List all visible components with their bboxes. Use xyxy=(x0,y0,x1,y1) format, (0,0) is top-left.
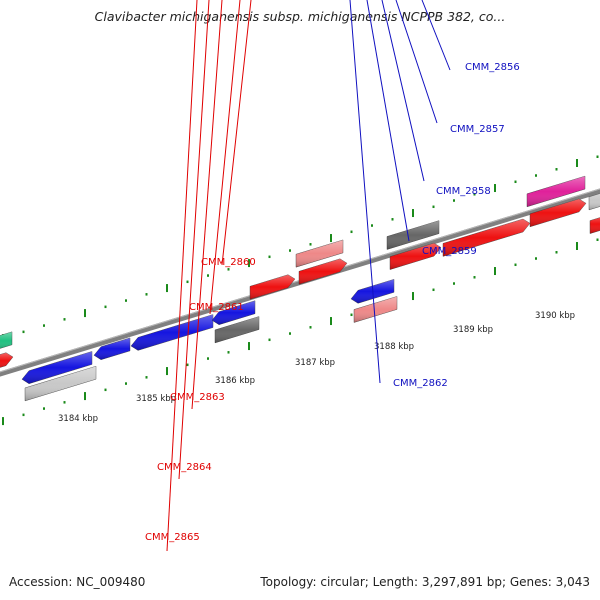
gene-label-cmm-2857[interactable]: CMM_2857 xyxy=(450,124,505,135)
gene-feature[interactable] xyxy=(0,331,13,350)
leader-line xyxy=(349,0,381,384)
scale-label: 3184 kbp xyxy=(58,414,98,424)
gene-shading xyxy=(590,217,600,234)
gene-shading xyxy=(390,243,441,270)
gene-shading xyxy=(354,296,397,323)
gene-label-cmm-2862[interactable]: CMM_2862 xyxy=(393,378,448,389)
leader-line xyxy=(178,0,210,480)
gene-shading xyxy=(250,274,295,300)
leader-line xyxy=(209,0,241,315)
gene-shading xyxy=(25,366,96,401)
gene-label-cmm-2858[interactable]: CMM_2858 xyxy=(436,186,491,197)
gene-shading xyxy=(212,300,255,325)
leader-line xyxy=(166,0,198,552)
leader-line xyxy=(395,0,438,124)
leader-line xyxy=(221,0,252,266)
gene-shading xyxy=(131,314,213,351)
gene-features[interactable] xyxy=(0,175,600,402)
gene-cmm-2856[interactable] xyxy=(21,351,93,384)
gene-cmm-2865[interactable] xyxy=(529,198,587,228)
gene-cmm-2860[interactable] xyxy=(249,274,296,300)
leader-line xyxy=(191,0,223,410)
gene-shading xyxy=(299,258,347,285)
gene-label-cmm-2864[interactable]: CMM_2864 xyxy=(157,462,212,473)
gene-shading xyxy=(22,351,92,384)
gene-label-cmm-2863[interactable]: CMM_2863 xyxy=(170,392,225,403)
gene-label-cmm-2860[interactable]: CMM_2860 xyxy=(201,257,256,268)
scale-label: 3190 kbp xyxy=(535,311,575,321)
scale-label: 3185 kbp xyxy=(136,394,176,404)
gene-label-cmm-2856[interactable]: CMM_2856 xyxy=(465,62,520,73)
scale-label: 3189 kbp xyxy=(453,325,493,335)
gene-shading xyxy=(215,316,259,343)
gene-shading xyxy=(94,337,130,360)
gene-label-cmm-2859[interactable]: CMM_2859 xyxy=(422,246,477,257)
leader-line xyxy=(381,0,425,182)
scale-label: 3186 kbp xyxy=(215,376,255,386)
gene-feature[interactable] xyxy=(353,296,398,323)
gene-cmm-2857[interactable] xyxy=(93,337,131,360)
gene-label-cmm-2861[interactable]: CMM_2861 xyxy=(189,302,244,313)
gene-cmm-2859[interactable] xyxy=(211,300,256,325)
gene-shading xyxy=(0,352,13,368)
gene-feature[interactable] xyxy=(589,215,600,234)
scale-label: 3188 kbp xyxy=(374,342,414,352)
gene-feature[interactable] xyxy=(526,175,586,208)
leader-line xyxy=(366,0,410,242)
gene-cmm-2863[interactable] xyxy=(389,242,442,270)
accession-text: Accession: NC_009480 xyxy=(9,575,146,589)
gene-shading xyxy=(589,193,600,210)
leader-line xyxy=(421,0,451,71)
gene-feature[interactable] xyxy=(295,239,344,268)
gene-feature[interactable] xyxy=(24,365,97,402)
gene-shading xyxy=(296,239,343,268)
gene-labels: 3184 kbp 3185 kbp 3186 kbp 3187 kbp 3188 kbp… xyxy=(58,0,575,552)
gene-shading xyxy=(443,219,530,257)
gene-label-cmm-2865[interactable]: CMM_2865 xyxy=(145,532,200,543)
gene-feature[interactable] xyxy=(0,352,14,369)
gene-cmm-2864[interactable] xyxy=(442,218,531,257)
gene-feature[interactable] xyxy=(214,316,260,344)
gene-shading xyxy=(527,176,585,207)
gene-shading xyxy=(387,220,439,250)
scale-ticks xyxy=(2,155,599,426)
genome-summary-text: Topology: circular; Length: 3,297,891 bp… xyxy=(260,575,590,589)
gene-shading xyxy=(530,198,586,227)
gene-shading xyxy=(0,331,12,349)
scale-label: 3187 kbp xyxy=(295,358,335,368)
gene-feature[interactable] xyxy=(588,191,600,211)
gene-feature[interactable] xyxy=(386,220,440,250)
gene-cmm-2861[interactable] xyxy=(298,258,348,285)
